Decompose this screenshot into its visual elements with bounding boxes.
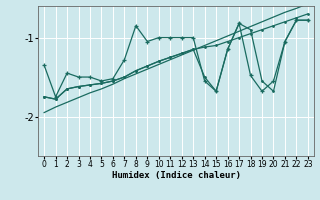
X-axis label: Humidex (Indice chaleur): Humidex (Indice chaleur) (111, 171, 241, 180)
